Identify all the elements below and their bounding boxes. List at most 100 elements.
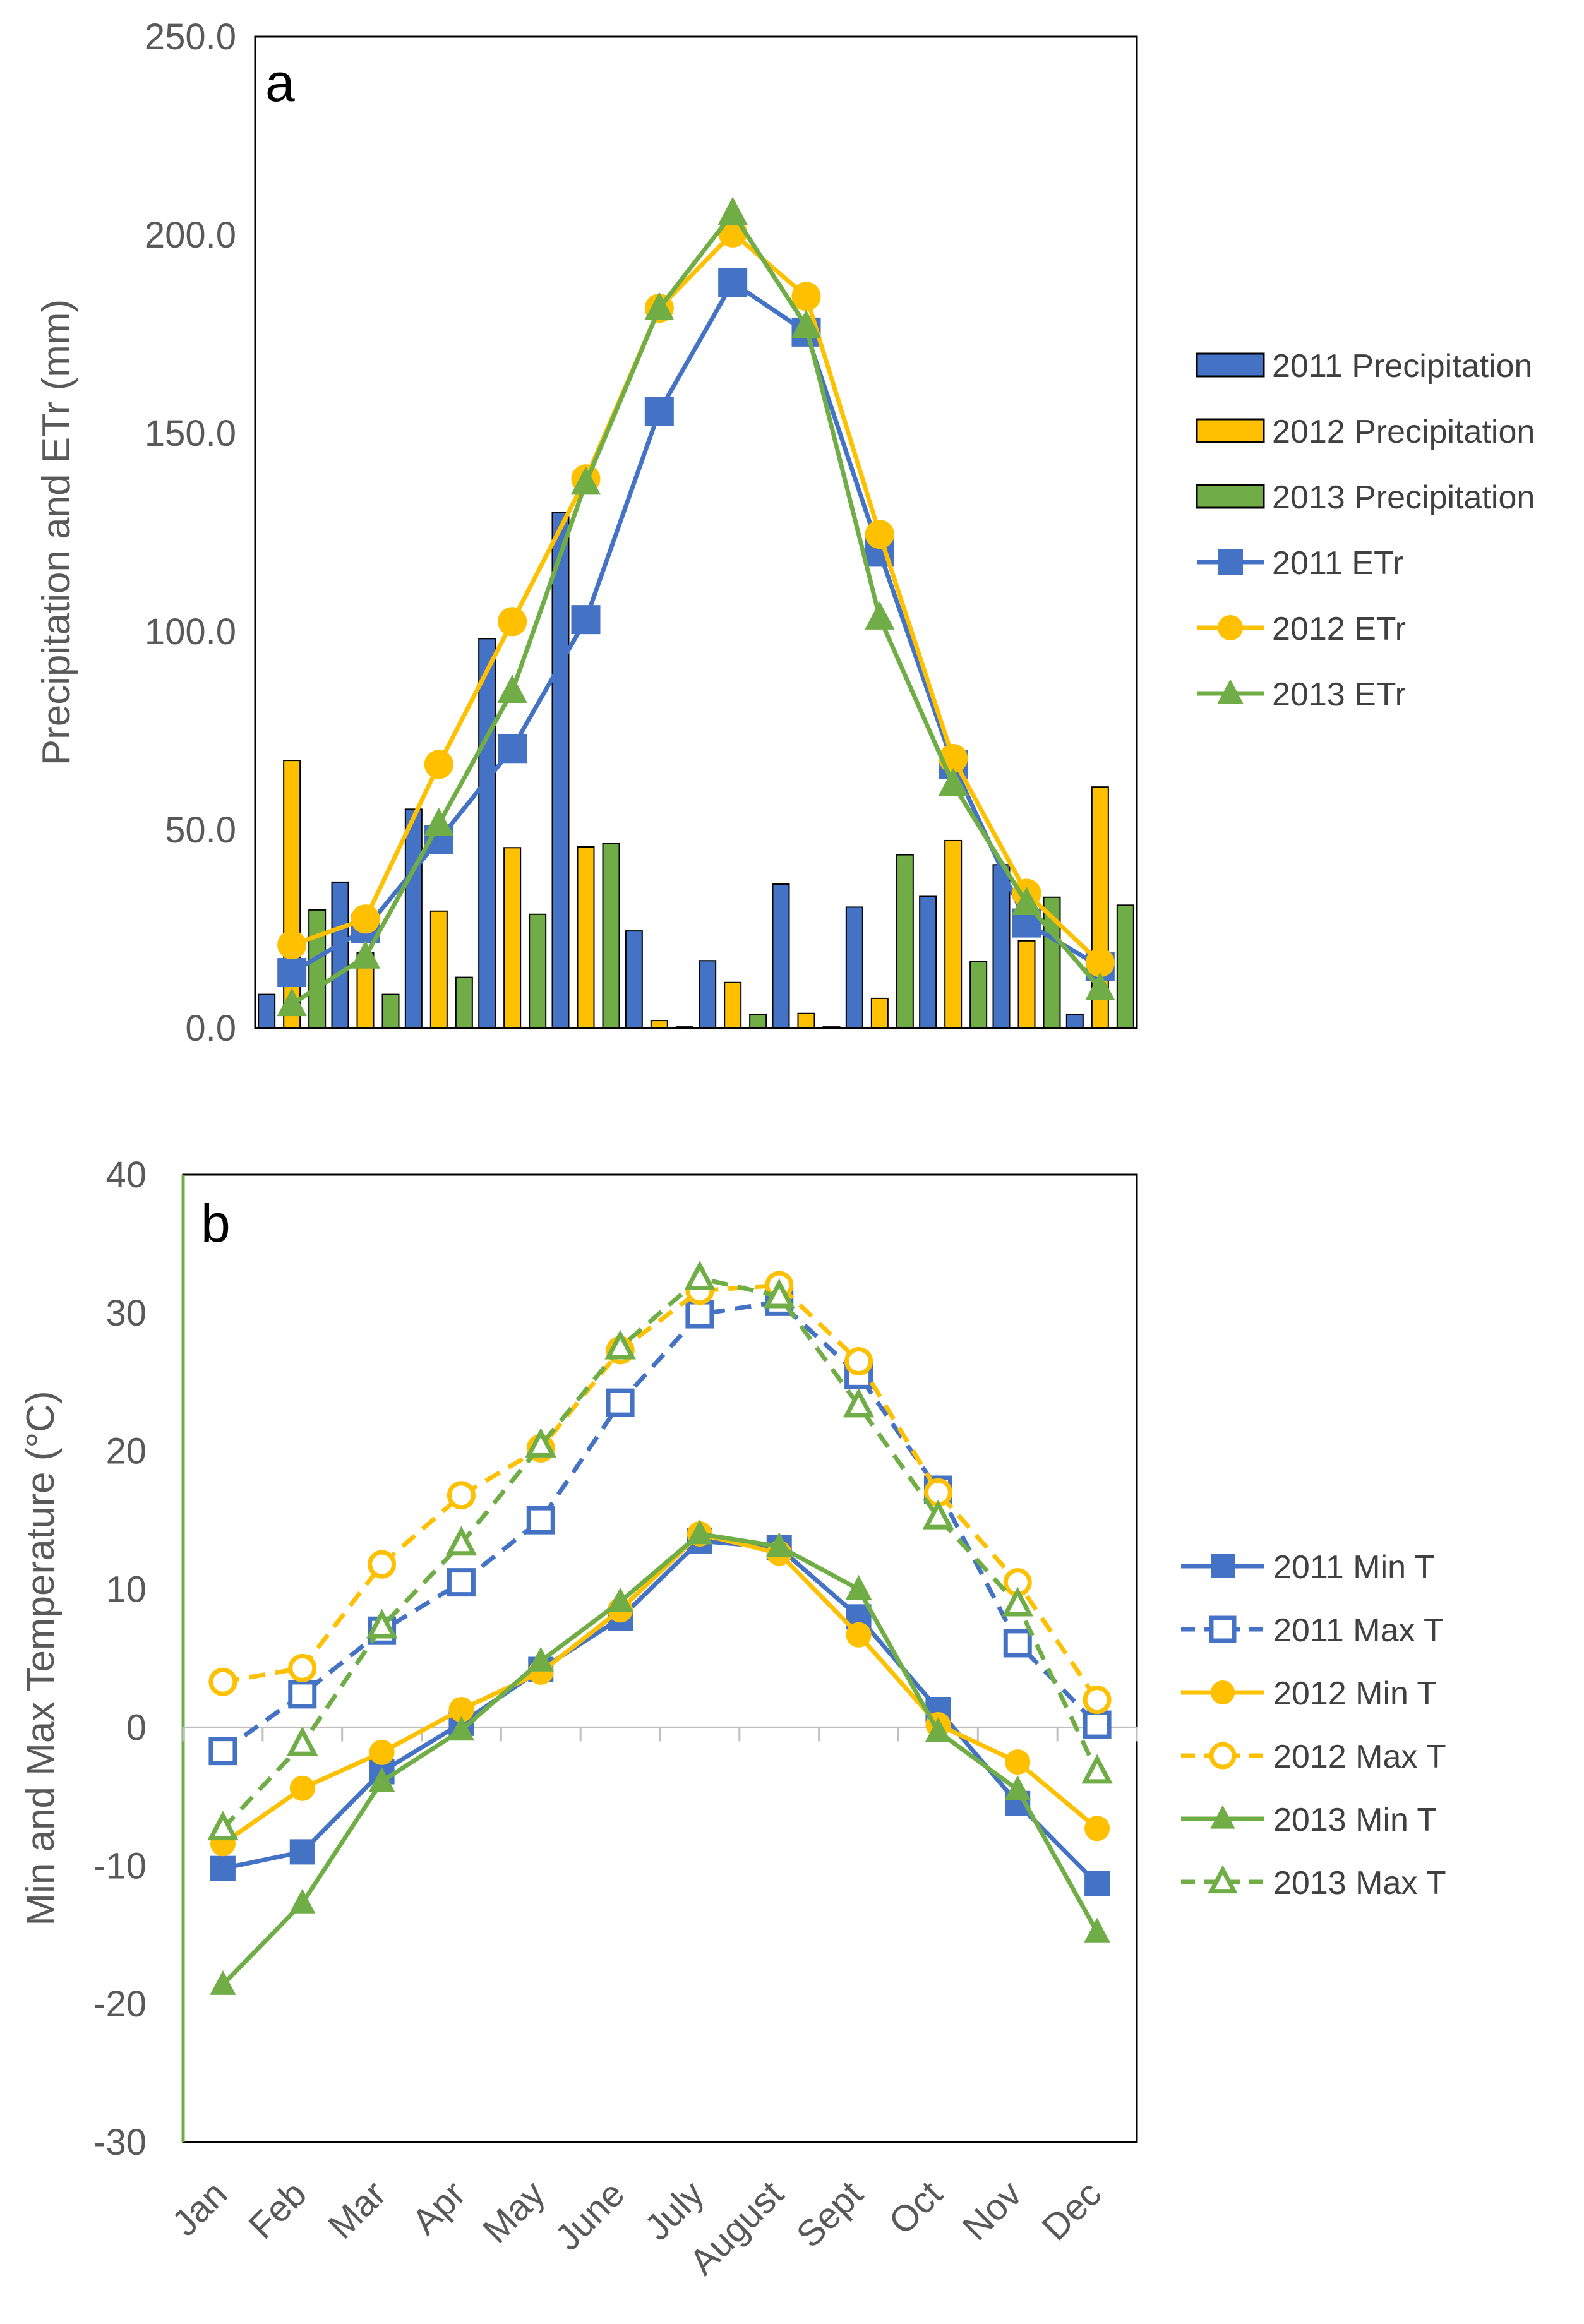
- bar-2012-precipitation-may: [577, 846, 595, 1029]
- point-2012-etr-feb: [351, 904, 380, 934]
- bar-2012-precipitation-july: [724, 981, 742, 1029]
- point-2013-etr-oct: [938, 767, 968, 796]
- point-2011-max-t-nov: [1003, 1629, 1032, 1658]
- point-2011-etr-jan: [277, 958, 307, 988]
- legend-label-2012-min-t: 2012 Min T: [1273, 1675, 1437, 1712]
- point-2012-etr-august: [791, 282, 821, 311]
- y-tick-label: 20: [105, 1431, 147, 1472]
- point-2012-max-t-sept: [844, 1346, 873, 1375]
- bar-2012-precipitation-sept: [870, 997, 889, 1029]
- legend-marker-2012-min-t: [1211, 1680, 1235, 1704]
- legend-label-2011-precipitation: 2011 Precipitation: [1272, 348, 1532, 385]
- bar-2012-precipitation-nov: [1017, 940, 1036, 1029]
- point-2013-min-t-apr: [448, 1716, 475, 1741]
- point-2012-max-t-mar: [368, 1550, 397, 1579]
- legend-label-2012-max-t: 2012 Max T: [1273, 1739, 1446, 1775]
- panel-b-temperature-chart: -30 -20 -10 0 10 20 30 40 Min and Max Temperatur…: [19, 1154, 1446, 2283]
- point-2012-etr-jan: [277, 930, 307, 960]
- legend-b: 2011 Min T 2011 Max T 2012 Min T 2012 Max T…: [1181, 1549, 1446, 1902]
- point-2012-etr-mar: [424, 750, 453, 779]
- point-2012-min-t-mar: [369, 1739, 395, 1765]
- point-2011-etr-may: [571, 605, 601, 635]
- point-2012-etr-apr: [498, 607, 527, 637]
- x-tick-label-may: May: [475, 2173, 553, 2251]
- bar-2012-precipitation-august: [797, 1012, 815, 1029]
- point-2013-max-t-sept: [843, 1387, 875, 1418]
- point-2013-max-t-oct: [922, 1499, 954, 1530]
- point-2011-max-t-june: [606, 1388, 635, 1417]
- point-2012-min-t-dec: [1084, 1816, 1110, 1842]
- point-2011-min-t-dec: [1084, 1871, 1110, 1896]
- point-2013-min-t-nov: [1004, 1775, 1031, 1800]
- x-tick-label-nov: Nov: [955, 2173, 1030, 2248]
- point-2011-max-t-dec: [1083, 1710, 1112, 1739]
- line-2013-min-t: [221, 1531, 1100, 1986]
- bar-2011-precipitation-may: [551, 512, 570, 1029]
- y-tick-label: 30: [105, 1293, 147, 1334]
- legend-swatch-2013-precipitation: [1196, 484, 1265, 509]
- line-2012-max-t: [222, 1283, 1099, 1701]
- point-2013-max-t-august: [763, 1278, 795, 1309]
- y-tick-label: 150.0: [145, 413, 236, 454]
- bar-2013-precipitation-sept: [896, 854, 914, 1029]
- bar-2013-precipitation-oct: [969, 961, 988, 1029]
- y-tick-label: 50.0: [165, 810, 236, 851]
- bar-2011-precipitation-mar: [404, 808, 423, 1029]
- point-2012-min-t-feb: [289, 1775, 315, 1801]
- legend-label-2013-etr: 2013 ETr: [1272, 676, 1406, 713]
- point-2011-max-t-july: [685, 1300, 714, 1329]
- point-2013-min-t-dec: [1084, 1917, 1110, 1943]
- bar-2011-precipitation-apr: [478, 638, 496, 1029]
- line-2013-max-t: [221, 1276, 1100, 1830]
- legend-swatch-2011-precipitation: [1196, 352, 1265, 378]
- x-tick-label-oct: Oct: [881, 2173, 951, 2243]
- x-tick-label-sept: Sept: [788, 2173, 870, 2255]
- bar-2013-precipitation-feb: [381, 993, 400, 1029]
- y-tick-label: 0.0: [185, 1008, 236, 1049]
- point-2013-max-t-may: [525, 1427, 557, 1458]
- point-2013-max-t-nov: [1002, 1586, 1034, 1617]
- x-tick-label-apr: Apr: [404, 2173, 474, 2243]
- y-tick-label: -30: [93, 2122, 147, 2163]
- line-2012-min-t: [221, 1531, 1099, 1846]
- panel-label: a: [265, 53, 295, 112]
- point-2013-etr-august: [791, 309, 822, 338]
- x-tick-label-june: June: [547, 2173, 632, 2258]
- bar-2013-precipitation-august: [822, 1026, 841, 1029]
- legend-marker-2011-etr: [1218, 549, 1243, 575]
- x-tick-label-feb: Feb: [241, 2173, 315, 2247]
- point-2012-max-t-dec: [1083, 1686, 1112, 1715]
- point-2012-max-t-feb: [288, 1653, 317, 1682]
- point-2011-max-t-apr: [447, 1568, 476, 1597]
- point-2012-max-t-jan: [208, 1667, 237, 1696]
- x-tick-label-dec: Dec: [1034, 2173, 1109, 2248]
- point-2012-min-t-sept: [846, 1622, 872, 1648]
- point-2013-etr-apr: [497, 674, 527, 704]
- panel-label: b: [201, 1194, 231, 1253]
- point-2013-max-t-jan: [207, 1811, 239, 1841]
- legend-label-2013-min-t: 2013 Min T: [1273, 1802, 1437, 1838]
- point-2013-max-t-july: [684, 1261, 716, 1291]
- bar-2013-precipitation-mar: [455, 976, 473, 1029]
- bar-2011-precipitation-jan: [258, 993, 276, 1029]
- point-2013-min-t-feb: [289, 1888, 316, 1914]
- y-axis-title: Precipitation and ETr (mm): [35, 299, 78, 765]
- point-2013-min-t-august: [766, 1532, 793, 1557]
- bar-2012-precipitation-mar: [429, 910, 448, 1029]
- point-2013-etr-nov: [1011, 887, 1042, 915]
- legend-marker-2012-max-t: [1209, 1742, 1237, 1770]
- legend-marker-2011-max-t: [1209, 1615, 1237, 1643]
- y-tick-label: 250.0: [145, 16, 236, 57]
- point-2013-min-t-june: [607, 1587, 633, 1612]
- y-tick-label: 100.0: [145, 611, 236, 652]
- point-2013-max-t-apr: [445, 1526, 477, 1556]
- legend-marker-2013-max-t: [1208, 1865, 1238, 1894]
- point-2011-etr-june: [644, 397, 674, 426]
- point-2013-etr-jan: [277, 988, 307, 1017]
- line-2011-etr: [291, 280, 1101, 975]
- point-2011-etr-apr: [498, 734, 527, 764]
- bar-2013-precipitation-jan: [308, 909, 327, 1029]
- line-2011-max-t: [221, 1299, 1099, 1753]
- legend-swatch-2012-precipitation: [1196, 418, 1265, 443]
